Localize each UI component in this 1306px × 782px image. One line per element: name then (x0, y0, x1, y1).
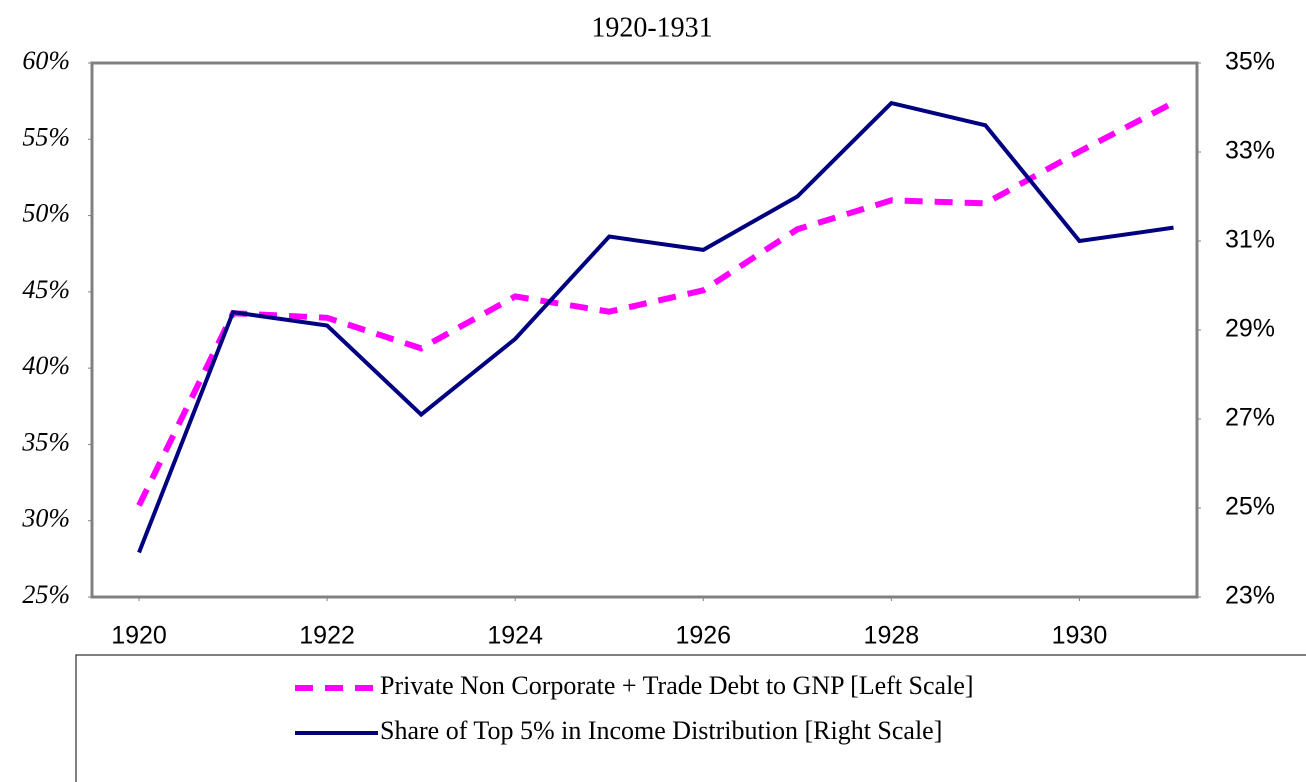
y-tick-label: 50% (22, 199, 70, 228)
x-tick-label: 1922 (299, 622, 355, 650)
y2-tick-label: 33% (1225, 137, 1275, 165)
y-tick-label: 55% (22, 122, 70, 151)
y2-tick-label: 27% (1225, 404, 1275, 432)
x-tick-label: 1930 (1052, 622, 1108, 650)
y-tick-label: 30% (21, 504, 70, 533)
plot-area (90, 61, 1199, 599)
series-line (136, 100, 1175, 507)
y2-tick-label: 23% (1225, 582, 1275, 610)
y-tick-label: 40% (22, 351, 70, 380)
legend-label: Private Non Corporate + Trade Debt to GN… (380, 671, 974, 700)
y-tick-label: 25% (22, 580, 70, 609)
y-tick-label: 60% (22, 46, 70, 75)
series-line (137, 100, 1174, 554)
y2-tick-label: 25% (1225, 493, 1275, 521)
legend-label: Share of Top 5% in Income Distribution [… (380, 716, 942, 745)
x-tick-label: 1924 (487, 622, 543, 650)
x-tick-label: 1928 (864, 622, 920, 650)
y-tick-label: 35% (21, 427, 70, 456)
y2-tick-label: 35% (1225, 48, 1275, 76)
y2-tick-label: 31% (1225, 226, 1275, 254)
x-tick-label: 1920 (111, 622, 167, 650)
chart-title: 1920-1931 (591, 12, 712, 43)
y-tick-label: 45% (22, 275, 70, 304)
x-tick-label: 1926 (675, 622, 731, 650)
legend-box (75, 654, 1306, 782)
y2-tick-label: 29% (1225, 315, 1275, 343)
